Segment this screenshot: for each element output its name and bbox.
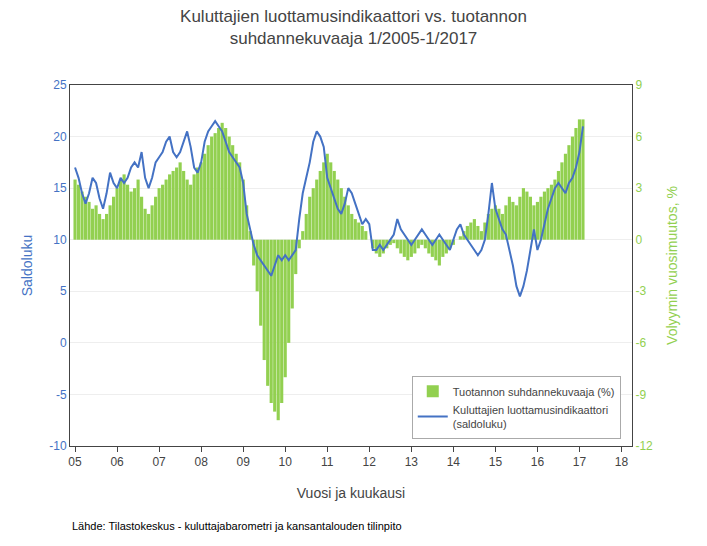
svg-text:Lähde: Tilastokeskus - kulutta: Lähde: Tilastokeskus - kuluttajabarometr… [72,520,402,532]
svg-text:07: 07 [152,455,166,469]
svg-text:13: 13 [405,455,419,469]
svg-text:Kuluttajien luottamusindikaatt: Kuluttajien luottamusindikaattori vs. tu… [180,7,527,48]
svg-text:10: 10 [53,233,67,247]
svg-text:Tuotannon suhdannekuvaaja (%): Tuotannon suhdannekuvaaja (%) [453,386,615,398]
svg-text:09: 09 [237,455,251,469]
svg-text:9: 9 [635,78,642,92]
svg-text:18: 18 [615,455,629,469]
svg-text:Kuluttajien luottamusindikaatt: Kuluttajien luottamusindikaattori(saldol… [453,404,608,430]
svg-text:-10: -10 [49,439,67,453]
svg-text:25: 25 [53,78,67,92]
svg-text:Vuosi ja kuukausi: Vuosi ja kuukausi [297,485,405,501]
svg-text:16: 16 [531,455,545,469]
svg-text:3: 3 [635,181,642,195]
svg-text:11: 11 [321,455,334,469]
svg-text:5: 5 [60,284,67,298]
svg-text:Saldoluku: Saldoluku [19,235,35,297]
svg-text:-5: -5 [56,388,67,402]
svg-text:-12: -12 [635,439,653,453]
svg-text:17: 17 [573,455,587,469]
svg-text:6: 6 [635,130,642,144]
svg-text:15: 15 [489,455,503,469]
svg-text:-9: -9 [635,388,646,402]
svg-text:-3: -3 [635,284,646,298]
svg-text:12: 12 [363,455,377,469]
svg-text:15: 15 [53,181,67,195]
svg-text:14: 14 [447,455,461,469]
svg-text:20: 20 [53,130,67,144]
svg-text:06: 06 [110,455,124,469]
svg-text:0: 0 [60,336,67,350]
svg-text:Volyymin vuosimuutos, %: Volyymin vuosimuutos, % [664,186,680,345]
svg-text:05: 05 [68,455,82,469]
svg-text:0: 0 [635,233,642,247]
svg-text:10: 10 [279,455,293,469]
svg-text:08: 08 [194,455,208,469]
svg-text:-6: -6 [635,336,646,350]
